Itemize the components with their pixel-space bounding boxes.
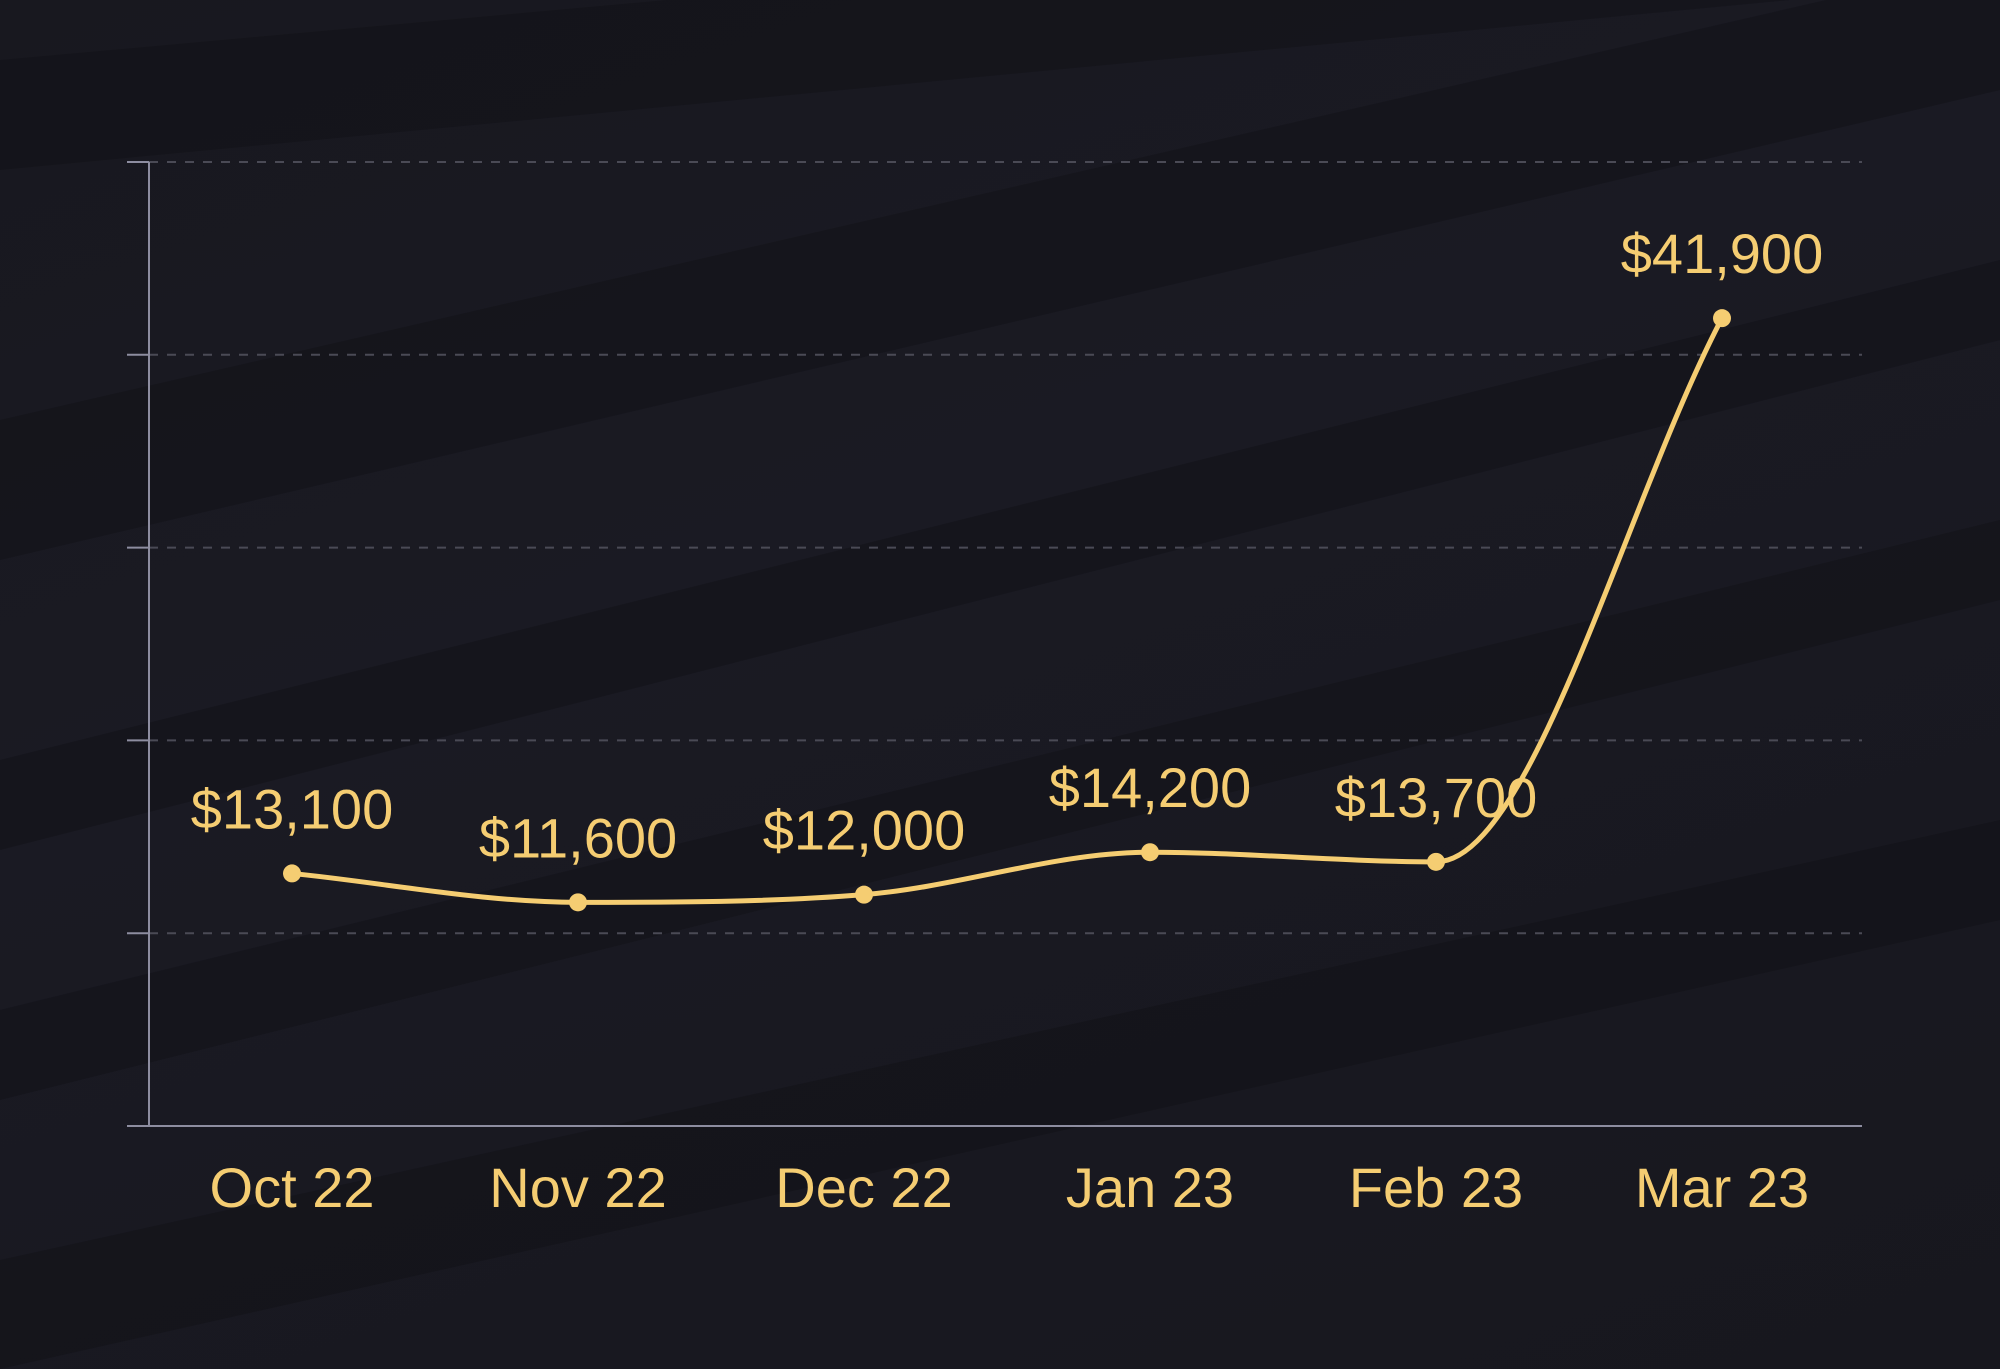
data-label-1: $11,600 (479, 806, 677, 869)
x-tick-label-2: Dec 22 (775, 1156, 952, 1219)
data-label-4: $13,700 (1335, 766, 1537, 829)
x-tick-label-1: Nov 22 (489, 1156, 666, 1219)
x-tick-label-4: Feb 23 (1349, 1156, 1523, 1219)
data-point-2[interactable] (855, 885, 873, 904)
x-axis-tick-labels: Oct 22 Nov 22 Dec 22 Jan 23 Feb 23 Mar 23 (210, 1156, 1810, 1219)
grid-lines (149, 161, 1862, 935)
x-tick-label-3: Jan 23 (1066, 1156, 1234, 1219)
data-point-0[interactable] (283, 864, 301, 883)
data-point-3[interactable] (1141, 843, 1159, 862)
data-label-5: $41,900 (1621, 222, 1823, 285)
data-point-1[interactable] (569, 893, 587, 912)
data-labels: $13,100 $11,600 $12,000 $14,200 $13,700 $41,9… (191, 222, 1823, 869)
x-tick-label-5: Mar 23 (1635, 1156, 1809, 1219)
series-layer (283, 309, 1731, 912)
data-label-2: $12,000 (763, 799, 965, 862)
data-label-3: $14,200 (1049, 756, 1251, 819)
data-label-0: $13,100 (191, 777, 393, 840)
x-tick-label-0: Oct 22 (210, 1156, 375, 1219)
data-point-4[interactable] (1427, 852, 1445, 871)
axes (127, 161, 1862, 1127)
data-point-5[interactable] (1713, 309, 1731, 328)
